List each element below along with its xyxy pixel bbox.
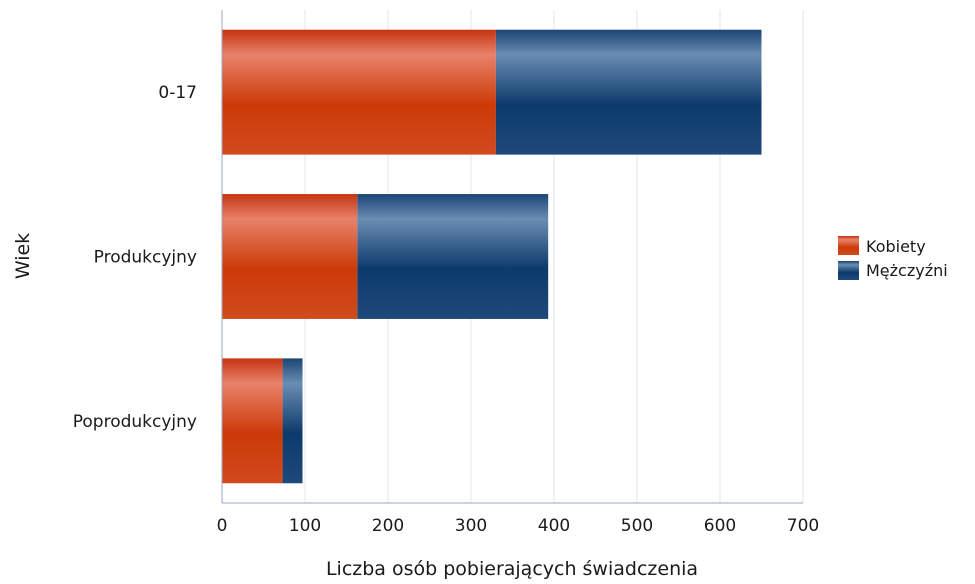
x-tick-label-100: 100 xyxy=(289,516,321,536)
bars xyxy=(222,29,762,484)
x-tick-label-500: 500 xyxy=(621,516,653,536)
bar-0-17-kobiety xyxy=(222,29,496,155)
bar-0-17-mezczyzni xyxy=(495,29,762,155)
category-label-produkcyjny: Produkcyjny xyxy=(94,248,197,268)
legend-swatch-mezczyzni xyxy=(838,261,859,280)
bar-produkcyjny-kobiety xyxy=(222,194,358,319)
x-tick-label-700: 700 xyxy=(787,516,819,536)
x-tick-label-400: 400 xyxy=(538,516,570,536)
legend-label-mezczyzni: Mężczyźni xyxy=(866,261,948,280)
category-label-0-17: 0-17 xyxy=(158,83,197,103)
bar-produkcyjny-mezczyzni xyxy=(357,194,549,319)
x-axis-title: Liczba osób pobierających świadczenia xyxy=(326,558,698,580)
x-tick-labels: 0 100 200 300 400 500 600 700 xyxy=(217,516,820,536)
y-axis-title: Wiek xyxy=(12,233,34,279)
bar-poprodukcyjny-mezczyzni xyxy=(282,358,303,484)
category-label-poprodukcyjny: Poprodukcyjny xyxy=(73,412,197,432)
x-tick-label-300: 300 xyxy=(455,516,487,536)
legend-swatch-kobiety xyxy=(838,236,859,255)
category-labels: 0-17 Produkcyjny Poprodukcyjny xyxy=(73,83,197,432)
bar-poprodukcyjny-kobiety xyxy=(222,358,283,484)
x-tick-label-200: 200 xyxy=(372,516,404,536)
legend: Kobiety Mężczyźni xyxy=(838,236,948,280)
x-tick-label-0: 0 xyxy=(217,516,228,536)
legend-label-kobiety: Kobiety xyxy=(866,237,926,256)
x-tick-label-600: 600 xyxy=(704,516,736,536)
